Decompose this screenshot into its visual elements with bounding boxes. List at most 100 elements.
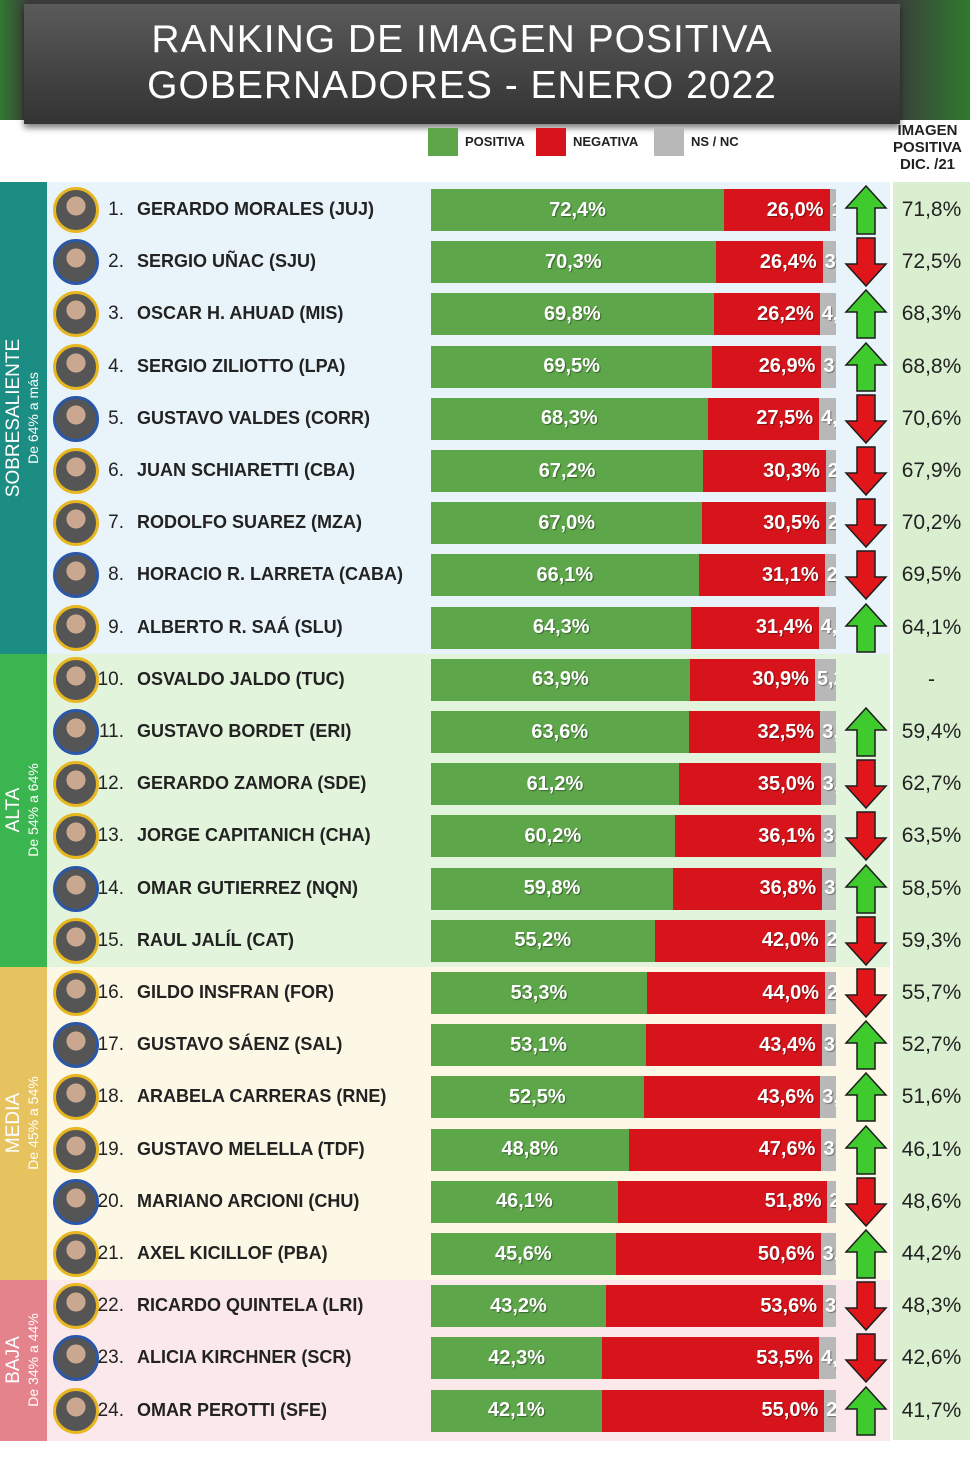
value-label: 2,9% (826, 1399, 836, 1422)
previous-value: 46,1% (901, 1137, 962, 1161)
bar-row: 67,0% 30,5% 2,5% (431, 502, 836, 545)
bar-segment: 2,7% (825, 972, 836, 1014)
bar-segment: 3,7% (821, 815, 836, 858)
bar-row: 43,2% 53,6% 3,2% (431, 1285, 836, 1328)
bar-segment: 70,3% (431, 241, 716, 284)
bar-segment: 67,2% (431, 450, 704, 492)
bar-segment: 55,2% (431, 919, 655, 962)
bar-segment: 53,3% (431, 972, 647, 1014)
previous-value: 70,6% (901, 406, 962, 430)
value-label: 2,1% (829, 1190, 836, 1213)
bar-segment: 36,1% (674, 815, 821, 858)
value-label: 52,5% (508, 1085, 566, 1108)
rank: 3. (108, 303, 124, 325)
title-line: RANKING DE IMAGEN POSITIVA (151, 18, 773, 61)
value-label: 26,9% (758, 355, 816, 378)
rank: 20. (97, 1190, 124, 1212)
group-background (47, 653, 890, 967)
previous-value: 41,7% (901, 1398, 962, 1422)
bar-segment: 2,9% (824, 1389, 836, 1432)
value-label: 53,3% (510, 981, 568, 1004)
previous-header: IMAGEN (897, 122, 958, 139)
value-label: 61,2% (526, 772, 584, 795)
rank: 7. (108, 512, 124, 534)
avatar (53, 343, 99, 390)
value-label: 55,2% (514, 929, 572, 952)
bar-segment: 3,6% (821, 345, 836, 388)
bar-segment: 26,9% (712, 345, 822, 388)
value-label: 67,0% (538, 511, 596, 534)
value-label: 43,2% (490, 1294, 547, 1317)
bar-segment: 48,8% (431, 1128, 629, 1171)
bar-segment: 45,6% (431, 1233, 616, 1275)
bar-row: 72,4% 26,0% 1,6% (431, 189, 836, 231)
trend-arrow (844, 968, 888, 1019)
rank: 4. (108, 355, 124, 377)
value-label: 4,3% (820, 616, 836, 639)
previous-value: 48,6% (901, 1189, 962, 1213)
name: HORACIO R. LARRETA (CABA) (137, 564, 403, 585)
bar-segment: 43,2% (431, 1285, 606, 1328)
value-label: 3,5% (823, 1033, 836, 1056)
avatar (53, 1126, 99, 1173)
bar-segment: 3,9% (820, 711, 836, 753)
bar-segment: 42,3% (431, 1337, 603, 1380)
group-background (47, 966, 890, 1281)
bar-segment: 69,8% (431, 293, 714, 336)
previous-value: 64,1% (901, 615, 962, 639)
bar-segment: 69,5% (431, 345, 713, 388)
name: AXEL KICILLOF (PBA) (137, 1243, 328, 1263)
trend-arrow (844, 1333, 888, 1384)
name: OMAR GUTIERREZ (NQN) (137, 877, 358, 898)
rank: 18. (97, 1086, 124, 1108)
trend-arrow (844, 602, 888, 653)
rank: 22. (97, 1295, 124, 1317)
value-label: 3,2% (825, 1294, 836, 1317)
value-label: 66,1% (536, 563, 594, 586)
bar-segment: 30,9% (689, 658, 815, 701)
previous-value: 44,2% (901, 1242, 962, 1265)
avatar (53, 1074, 99, 1121)
name: RODOLFO SUAREZ (MZA) (137, 512, 362, 533)
bar-segment: 2,8% (824, 919, 836, 962)
trend-arrow (844, 1385, 888, 1436)
rank: 13. (97, 825, 124, 847)
value-label: 3,7% (823, 824, 836, 847)
previous-value: 42,6% (901, 1346, 962, 1370)
bar-segment: 61,2% (431, 763, 679, 806)
bar-segment: 1,6% (829, 189, 836, 231)
previous-value: 62,7% (901, 772, 962, 796)
value-label: 2,5% (827, 459, 836, 482)
value-label: 50,6% (757, 1242, 815, 1265)
avatar (53, 500, 99, 547)
avatar (53, 1335, 99, 1382)
bar-segment: 2,8% (824, 554, 836, 597)
previous-value: 51,6% (901, 1085, 962, 1109)
name: GUSTAVO MELELLA (TDF) (137, 1138, 365, 1159)
group-name: MEDIA (2, 1093, 24, 1154)
name: RICARDO QUINTELA (LRI) (137, 1295, 364, 1316)
bar-segment: 2,5% (825, 450, 836, 492)
trend-arrow (844, 289, 888, 340)
bar-segment: 51,8% (617, 1180, 828, 1223)
bar-segment: 55,0% (601, 1389, 825, 1432)
value-label: 4,0% (821, 302, 836, 325)
value-label: 3,9% (822, 720, 836, 743)
name: RAUL JALÍL (CAT) (137, 929, 294, 950)
bar-row: 61,2% 35,0% 3,8% (431, 763, 836, 806)
name: MARIANO ARCIONI (CHU) (137, 1190, 360, 1211)
value-label: 30,5% (763, 511, 820, 534)
value-label: 31,1% (761, 563, 819, 586)
value-label: 69,8% (543, 302, 601, 325)
group-range: De 54% a 64% (24, 763, 41, 857)
bar-row: 52,5% 43,6% 3,9% (431, 1076, 836, 1119)
name: SERGIO ZILIOTTO (LPA) (137, 355, 346, 376)
group-range: De 34% a 44% (24, 1313, 41, 1408)
bar-segment: 60,2% (431, 815, 675, 858)
value-label: 27,5% (756, 407, 813, 430)
previous-value: 69,5% (901, 563, 962, 587)
value-label: 42,1% (487, 1399, 545, 1422)
group-band: BAJA De 34% a 44% (0, 1280, 47, 1441)
previous-header: POSITIVA (893, 139, 962, 156)
